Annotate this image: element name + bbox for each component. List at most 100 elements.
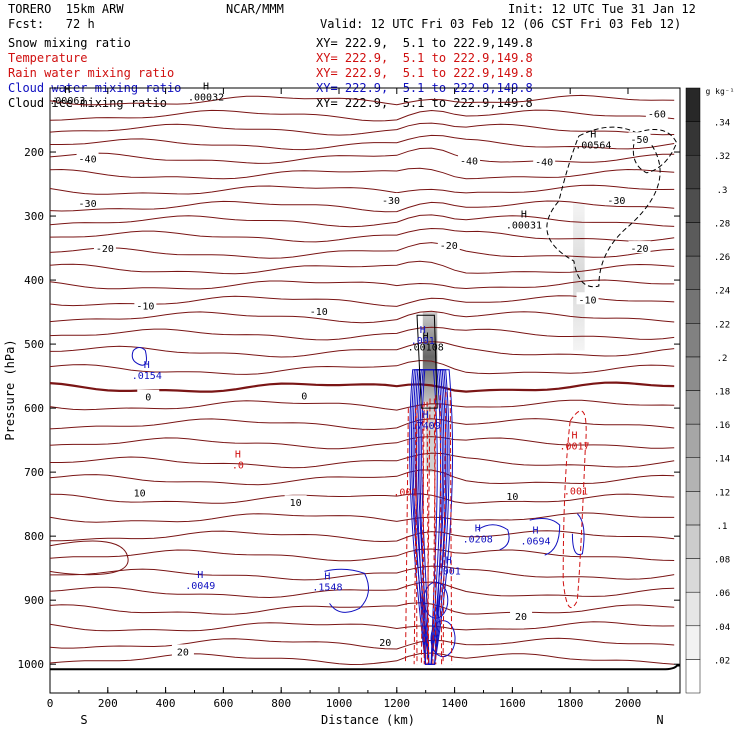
temperature-label: -20 [96, 244, 114, 255]
isotherm [50, 530, 675, 543]
legend-field: Temperature [8, 51, 88, 65]
cloud-water-small [529, 518, 561, 556]
snow-column [422, 312, 438, 402]
x-tick-label: 1800 [557, 697, 584, 710]
temperature-label: -50 [631, 135, 649, 146]
maximum-symbol: H [197, 570, 203, 581]
colorbar-swatch [685, 457, 701, 492]
maximum-symbol: H [521, 210, 527, 221]
isotherm [49, 167, 675, 180]
colorbar-swatch [685, 222, 701, 257]
label-background [307, 303, 330, 316]
maximum-value: .001 [393, 488, 417, 499]
ground-surface [50, 664, 680, 671]
colorbar-label: .24 [714, 287, 730, 297]
maximum-symbol: H [475, 523, 481, 534]
x-tick-label: 600 [213, 697, 233, 710]
maximum-symbol: H [572, 431, 578, 442]
label-background [374, 634, 397, 647]
label-background [171, 644, 194, 657]
legend-xy: XY= 222.9, 5.1 to 222.9,149.8 [316, 66, 533, 80]
cloud-water-small [477, 524, 510, 551]
maximum-value: .0208 [463, 534, 493, 545]
isotherm [50, 452, 675, 469]
temperature-label: -10 [136, 302, 154, 313]
isotherm [49, 359, 675, 375]
temperature-label: -20 [440, 241, 458, 252]
model-name: TORERO 15km ARW [8, 2, 124, 16]
y-tick-label: 900 [24, 594, 44, 607]
colorbar-swatch [685, 625, 701, 660]
colorbar-swatch [685, 121, 701, 156]
temperature-label: -20 [631, 244, 649, 255]
label-background [458, 153, 481, 166]
x-tick-label: 400 [156, 697, 176, 710]
temperature-label: 20 [515, 612, 527, 623]
plot-frame [49, 87, 681, 694]
snow-contour [416, 314, 438, 409]
temperature-label: 0 [301, 391, 307, 402]
isotherm [49, 602, 675, 615]
init-time: Init: 12 UTC Tue 31 Jan 12 [508, 2, 696, 16]
temperature-label: -30 [607, 196, 625, 207]
isotherm [49, 436, 675, 450]
label-background [128, 485, 151, 498]
maximum-symbol: H [144, 360, 150, 371]
label-background [510, 609, 533, 622]
y-tick-label: 800 [24, 530, 44, 543]
x-axis-label: Distance (km) [321, 713, 415, 727]
y-tick-label: 600 [24, 402, 44, 415]
temperature-label: 10 [134, 489, 146, 500]
legend-field: Cloud ice mixing ratio [8, 96, 167, 110]
legend-xy: XY= 222.9, 5.1 to 222.9,149.8 [316, 36, 533, 50]
temperature-label: 0 [145, 393, 151, 404]
valid-time: Valid: 12 UTC Fri 03 Feb 12 (06 CST Fri … [320, 17, 682, 31]
label-background [605, 193, 628, 206]
x-tick-label: 1400 [441, 697, 468, 710]
maximum-value: .001 [564, 486, 588, 497]
isotherm [49, 184, 675, 195]
isotherm [49, 326, 675, 341]
temperature-label: -10 [310, 307, 328, 318]
temperature-label: -40 [535, 158, 553, 169]
forecast-hour: Fcst: 72 h [8, 17, 95, 31]
label-background [293, 388, 316, 401]
rain-water-contour [442, 392, 453, 665]
label-background [645, 106, 668, 119]
y-tick-label: 400 [24, 274, 44, 287]
colorbar-swatch [685, 659, 701, 694]
maximum-value: .0049 [185, 581, 215, 592]
isotherm [49, 469, 675, 486]
rain-water-contour [562, 410, 587, 608]
isotherm [49, 147, 675, 164]
x-end-label-south: S [80, 713, 87, 727]
maximum-symbol: H [324, 571, 330, 582]
temperature-contours [49, 94, 675, 666]
colorbar-label: .06 [714, 589, 730, 599]
temperature-label: 20 [379, 638, 391, 649]
y-tick-label: 200 [24, 146, 44, 159]
maximum-value: .00108 [408, 342, 444, 353]
isotherm [49, 399, 675, 411]
isotherm [49, 493, 675, 504]
colorbar-swatch [685, 524, 701, 559]
y-axis-label: Pressure (hPa) [3, 339, 17, 440]
colorbar-swatch [685, 558, 701, 593]
label-background [76, 196, 99, 209]
maximum-value: .0154 [132, 371, 162, 382]
label-background [576, 292, 599, 305]
rain-water-contour [413, 404, 425, 665]
x-tick-label: 1200 [384, 697, 411, 710]
y-tick-label: 700 [24, 466, 44, 479]
label-background [76, 151, 99, 164]
label-background [628, 132, 651, 145]
colorbar: .02 .04 .06 .08 .1 .12 .14 .16 .18 .2 .22 .24 .26 .28… [685, 87, 734, 694]
cloud-water-contour [410, 369, 454, 665]
y-tick-label: 500 [24, 338, 44, 351]
legend-xy: XY= 222.9, 5.1 to 222.9,149.8 [316, 51, 533, 65]
colorbar-label: .16 [714, 421, 730, 431]
temperature-label: -40 [79, 154, 97, 165]
x-tick-label: 800 [271, 697, 291, 710]
colorbar-label: .08 [714, 556, 730, 566]
